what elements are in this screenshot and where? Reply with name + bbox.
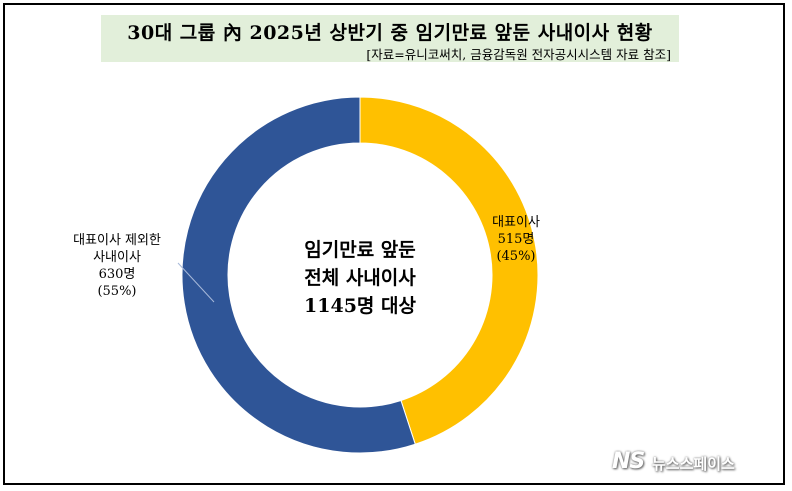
watermark-logo: NS xyxy=(612,449,645,474)
donut-center-text: 임기만료 앞둔 전체 사내이사 1145명 대상 xyxy=(270,236,450,320)
label-ceo: 대표이사 515명 (45%) xyxy=(476,214,556,265)
chart-title: 30대 그룹 內 2025년 상반기 중 임기만료 앞둔 사내이사 현황 xyxy=(127,22,653,44)
label-other-pct: (55%) xyxy=(97,284,137,299)
label-other-name-2: 사내이사 xyxy=(93,250,141,265)
label-other-directors: 대표이사 제외한 사내이사 630명 (55%) xyxy=(62,232,172,300)
center-line-2: 전체 사내이사 xyxy=(304,267,416,289)
watermark: NS 뉴스스페이스 xyxy=(612,449,777,477)
label-ceo-name: 대표이사 xyxy=(492,215,540,230)
label-other-name-1: 대표이사 제외한 xyxy=(73,233,161,248)
chart-subtitle: [자료=유니코써치, 금융감독원 전자공시시스템 자료 참조] xyxy=(366,47,671,62)
leader-line xyxy=(177,262,215,303)
label-ceo-pct: (45%) xyxy=(496,249,536,264)
title-box: 30대 그룹 內 2025년 상반기 중 임기만료 앞둔 사내이사 현황 [자료… xyxy=(101,15,679,62)
center-line-3: 1145명 대상 xyxy=(304,295,416,317)
slice-other-directors xyxy=(181,96,416,454)
slice-ceo xyxy=(359,96,539,445)
center-line-1: 임기만료 앞둔 xyxy=(304,239,416,261)
watermark-text: 뉴스스페이스 xyxy=(652,455,735,473)
label-ceo-count: 515명 xyxy=(497,232,535,247)
label-other-count: 630명 xyxy=(98,267,136,282)
